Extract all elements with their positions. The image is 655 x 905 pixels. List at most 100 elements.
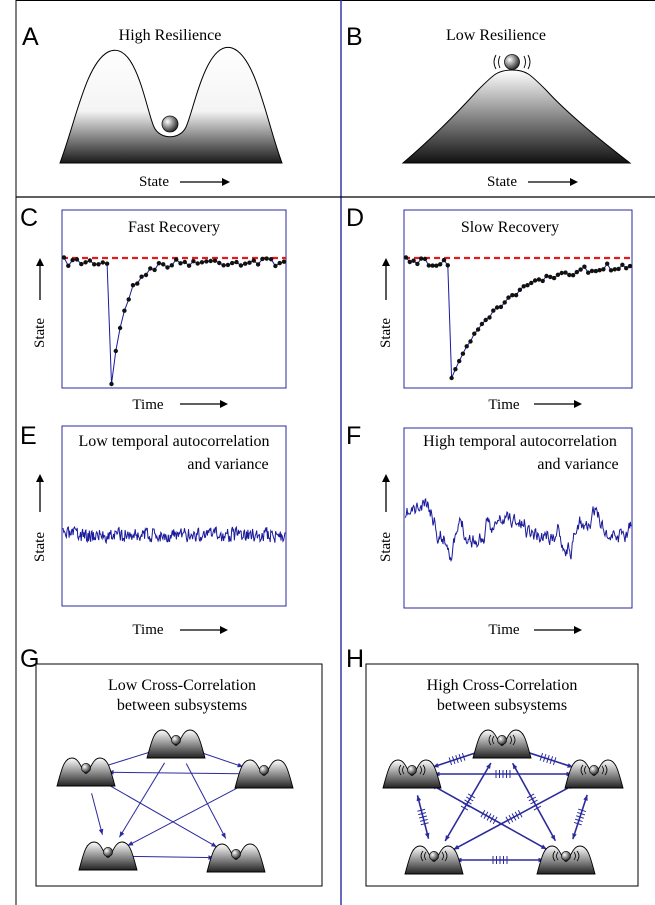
recovery-point: [483, 317, 488, 323]
recovery-point: [548, 274, 553, 280]
panel-c-ylabel: State: [32, 318, 48, 348]
recovery-point: [434, 263, 439, 268]
recovery-point: [601, 267, 606, 272]
recovery-point: [161, 262, 166, 267]
coupling-link: [129, 855, 215, 859]
recovery-point: [616, 266, 621, 272]
recovery-point: [578, 267, 583, 272]
recovery-point: [620, 262, 625, 267]
recovery-point: [589, 268, 595, 274]
panel-a-title: High Resilience: [119, 27, 222, 44]
recovery-point: [217, 260, 222, 266]
recovery-point: [491, 308, 496, 313]
recovery-point: [540, 278, 545, 284]
recovery-point: [468, 339, 473, 344]
panel-letter-h: H: [346, 645, 364, 673]
panel-a: A High Resilience State: [22, 23, 283, 190]
arrow-up-icon: [382, 474, 390, 512]
recovery-points: [61, 255, 287, 387]
recovery-point: [415, 261, 420, 267]
double-well-landscape: [59, 47, 283, 164]
ball: [497, 735, 507, 745]
recovery-point: [251, 258, 256, 263]
recovery-point: [555, 272, 561, 277]
panel-e-xlabel: Time: [132, 622, 163, 638]
subsystem-landscape: [78, 841, 138, 871]
recovery-point: [234, 259, 239, 265]
panel-letter-b: B: [346, 23, 363, 51]
panel-c: C Fast Recovery State Time: [20, 204, 287, 413]
recovery-point: [186, 263, 192, 268]
arrow-right-icon: [180, 178, 230, 186]
panel-letter-g: G: [20, 645, 39, 673]
recovery-point: [513, 293, 519, 298]
arrow-right-icon: [180, 400, 228, 408]
panel-e-title-line2: and variance: [187, 456, 268, 473]
recovery-point: [195, 261, 200, 266]
panel-c-xlabel: Time: [132, 397, 163, 413]
coupling-link: [104, 782, 218, 848]
panel-h-title-line1: High Cross-Correlation: [427, 677, 578, 694]
panel-letter-a: A: [22, 23, 39, 51]
recovery-point: [605, 261, 610, 266]
panel-g: G Low Cross-Correlation between subsyste…: [20, 645, 323, 887]
recovery-point: [70, 257, 75, 263]
recovery-point: [563, 270, 568, 275]
ball: [407, 765, 417, 775]
recovery-point: [422, 256, 428, 262]
plot-frame-e: [61, 425, 287, 607]
recovery-point: [597, 268, 602, 273]
recovery-point: [544, 273, 549, 279]
recovery-point: [570, 273, 576, 278]
recovery-point: [230, 260, 235, 266]
panel-letter-e: E: [20, 422, 37, 450]
plot-frame-d: [403, 209, 633, 389]
recovery-point: [281, 259, 287, 264]
arrow-up-icon: [382, 258, 390, 300]
panel-e-title-line1: Low temporal autocorrelation: [78, 433, 269, 450]
recovery-point: [273, 263, 278, 269]
recovery-point: [506, 295, 511, 300]
recovery-point: [174, 257, 179, 262]
panel-f: F High temporal autocorrelation and vari…: [346, 422, 633, 638]
ball: [81, 763, 91, 773]
panel-g-title-line1: Low Cross-Correlation: [108, 677, 256, 694]
coupling-link: [107, 771, 243, 775]
ball: [429, 851, 439, 861]
subsystem-landscape: [382, 759, 442, 789]
panel-f-title-line1: High temporal autocorrelation: [423, 433, 617, 450]
noise-series-line: [404, 497, 632, 563]
subsystem-landscape: [472, 729, 532, 759]
subsystem-landscape: [404, 845, 464, 875]
recovery-point: [521, 284, 526, 289]
arrow-right-icon: [180, 626, 228, 634]
panel-g-title-line2: between subsystems: [117, 697, 247, 714]
recovery-point: [445, 263, 450, 268]
ball-on-peak: [504, 54, 520, 70]
recovery-point: [277, 260, 282, 266]
subsystem-network-low: [56, 729, 294, 873]
ball: [259, 765, 269, 775]
coupling-link: [91, 793, 103, 835]
recovery-point: [407, 259, 412, 265]
recovery-point: [130, 283, 136, 288]
recovery-point: [441, 257, 447, 263]
coupling-links: [91, 749, 245, 860]
recovery-point: [255, 262, 261, 267]
recovery-point: [517, 287, 523, 292]
recovery-point: [475, 327, 481, 332]
recovery-point: [204, 259, 209, 264]
subsystem-landscape: [146, 729, 206, 759]
recovery-point: [178, 261, 183, 266]
recovery-point: [453, 367, 458, 372]
panel-d-ylabel: State: [378, 318, 394, 348]
recovery-point: [113, 348, 119, 354]
recovery-point: [139, 274, 144, 279]
arrow-right-icon: [528, 178, 578, 186]
panel-a-xlabel: State: [139, 174, 169, 190]
arrow-up-icon: [36, 258, 44, 300]
recovery-point: [109, 381, 114, 387]
recovery-point: [608, 268, 614, 273]
coupling-links: [416, 750, 588, 864]
